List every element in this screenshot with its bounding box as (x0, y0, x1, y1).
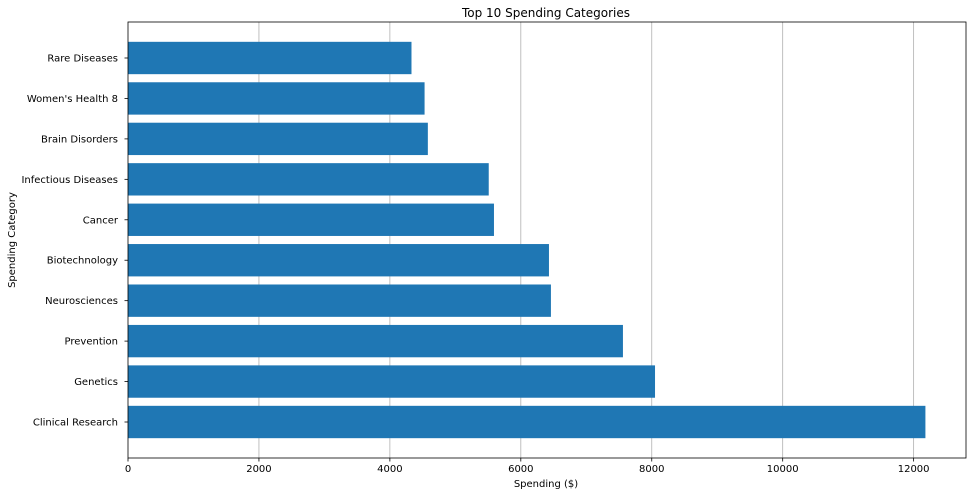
x-tick-label: 0 (125, 464, 131, 475)
y-tick-label: Biotechnology (47, 256, 118, 267)
bar (128, 163, 489, 196)
plot-frame (127, 21, 967, 459)
bar (128, 405, 926, 439)
bar (128, 82, 425, 115)
x-tick-label: 12000 (898, 464, 930, 475)
y-tick-label: Infectious Diseases (21, 175, 118, 186)
y-tick-label: Prevention (65, 337, 118, 348)
bar (128, 284, 551, 317)
y-tick-label: Rare Diseases (47, 53, 118, 64)
y-tick-label: Cancer (83, 215, 119, 226)
x-tick-label: 8000 (639, 464, 664, 475)
chart-title: Top 10 Spending Categories (461, 6, 630, 20)
bar (128, 244, 549, 277)
y-axis-label: Spending Category (7, 192, 18, 288)
x-axis-ticks: 0 2000 4000 6000 8000 10000 12000 (125, 458, 930, 475)
y-axis-ticks: Clinical Research Genetics Prevention Neuro… (21, 53, 128, 429)
x-axis-label: Spending ($) (514, 479, 578, 490)
bar (128, 324, 623, 358)
bar (128, 203, 494, 236)
y-tick-label: Clinical Research (33, 418, 118, 429)
y-tick-label: Neurosciences (45, 296, 118, 307)
x-tick-label: 4000 (377, 464, 402, 475)
x-tick-label: 10000 (767, 464, 799, 475)
y-tick-label: Women's Health 8 (27, 94, 118, 105)
bar (128, 41, 412, 75)
bar (128, 122, 428, 156)
bars (128, 41, 926, 439)
y-tick-label: Brain Disorders (41, 134, 118, 145)
axes (127, 21, 967, 459)
y-tick-label: Genetics (74, 377, 118, 388)
x-tick-label: 6000 (508, 464, 533, 475)
bar (128, 365, 656, 398)
x-tick-label: 2000 (246, 464, 271, 475)
